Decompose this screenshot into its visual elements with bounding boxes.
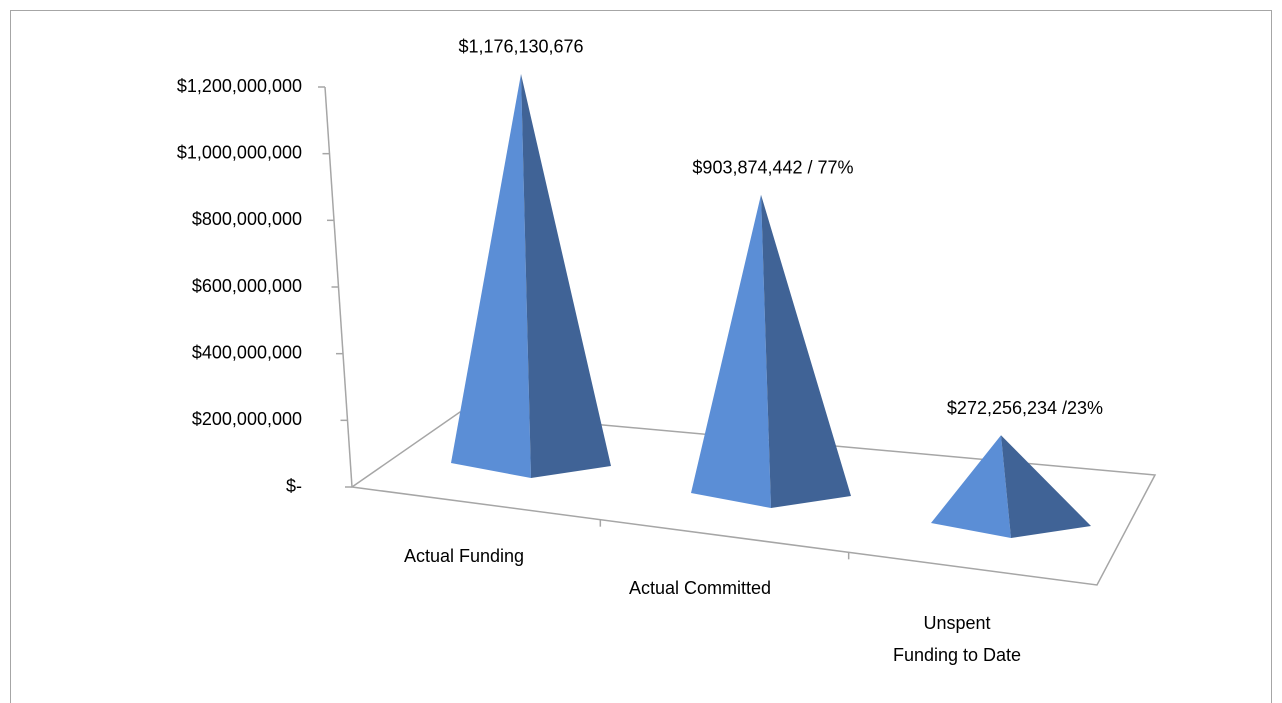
pyramid-side [521,73,611,478]
x-tick-label: Actual Committed [628,578,772,598]
y-tick-label: $600,000,000 [192,276,302,296]
y-tick-label: $800,000,000 [192,209,302,229]
y-tick-label: $- [286,476,302,496]
pyramid-front [931,435,1011,538]
pyramid-front [451,73,531,478]
pyramid-side [1001,435,1091,538]
chart-border [10,10,1272,703]
y-tick-label: $1,000,000,000 [177,142,302,162]
y-tick-label: $1,200,000,000 [177,76,302,96]
x-tick-label: Unspent Funding to Date [892,613,1022,665]
pyramid-front [691,194,771,508]
pyramid-side [761,194,851,508]
x-tick-label: Actual Funding [403,546,525,566]
pyramid [451,73,611,478]
value-label: $903,874,442 / 77% [692,157,853,177]
pyramid [691,194,851,508]
pyramid [931,435,1091,538]
value-label: $272,256,234 /23% [947,398,1103,418]
value-label: $1,176,130,676 [458,37,583,57]
y-tick-label: $400,000,000 [192,342,302,362]
y-tick-label: $200,000,000 [192,409,302,429]
